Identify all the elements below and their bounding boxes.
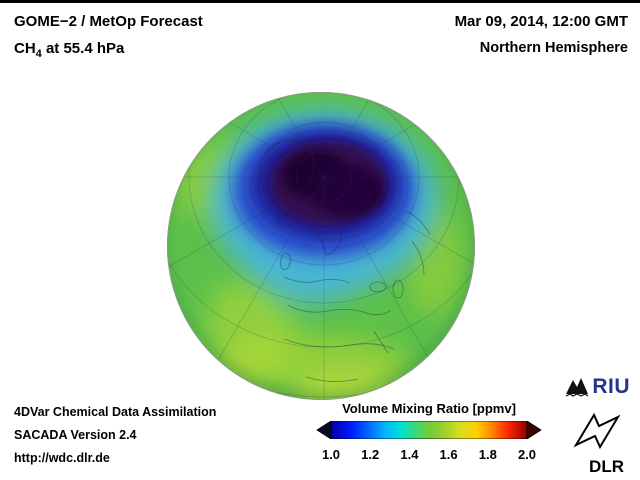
species-subscript: 4 <box>35 48 42 60</box>
hemisphere-map <box>166 91 476 401</box>
globe-svg <box>167 92 475 400</box>
globe-limb <box>167 92 475 400</box>
pressure-level-label: at 55.4 hPa <box>41 40 125 57</box>
colorbar-svg <box>316 420 542 440</box>
version-label: SACADA Version 2.4 <box>14 428 137 442</box>
colorbar-gradient <box>330 420 528 440</box>
globe-field <box>167 92 475 400</box>
product-title: GOME−2 / MetOp Forecast <box>14 13 203 30</box>
tick-label: 1.6 <box>439 447 458 462</box>
riu-mountain-icon <box>566 378 589 397</box>
url-label: http://wdc.dlr.de <box>14 451 110 465</box>
species-symbol: CH <box>14 40 36 57</box>
colorbar: Volume Mixing Ratio [ppmv] <box>316 401 542 462</box>
colorbar-right-arrow <box>526 420 542 440</box>
datetime-label: Mar 09, 2014, 12:00 GMT <box>454 13 628 30</box>
dlr-logo: DLR <box>564 409 624 477</box>
credits-block: 4DVar Chemical Data Assimilation SACADA … <box>14 401 216 470</box>
assimilation-label: 4DVar Chemical Data Assimilation <box>14 405 217 419</box>
colorbar-left-arrow <box>316 420 332 440</box>
tick-label: 2.0 <box>517 447 537 462</box>
colorbar-title: Volume Mixing Ratio [ppmv] <box>342 401 516 416</box>
tick-label: 1.0 <box>321 447 341 462</box>
species-level-label: CH4 at 55.4 hPa <box>14 40 203 60</box>
tick-label: 1.2 <box>361 447 380 462</box>
dlr-emblem-icon <box>573 412 621 450</box>
riu-logo: RIU <box>565 375 630 399</box>
header-right: Mar 09, 2014, 12:00 GMT Northern Hemisph… <box>455 13 628 56</box>
dlr-label: DLR <box>589 457 624 476</box>
header-left: GOME−2 / MetOp Forecast CH4 at 55.4 hPa <box>14 13 203 60</box>
colorbar-ticks: 1.0 1.2 1.4 1.6 1.8 2.0 <box>322 447 536 462</box>
tick-label: 1.8 <box>478 447 497 462</box>
riu-label: RIU <box>592 375 630 398</box>
tick-label: 1.4 <box>400 447 419 462</box>
region-label: Northern Hemisphere <box>479 40 628 56</box>
